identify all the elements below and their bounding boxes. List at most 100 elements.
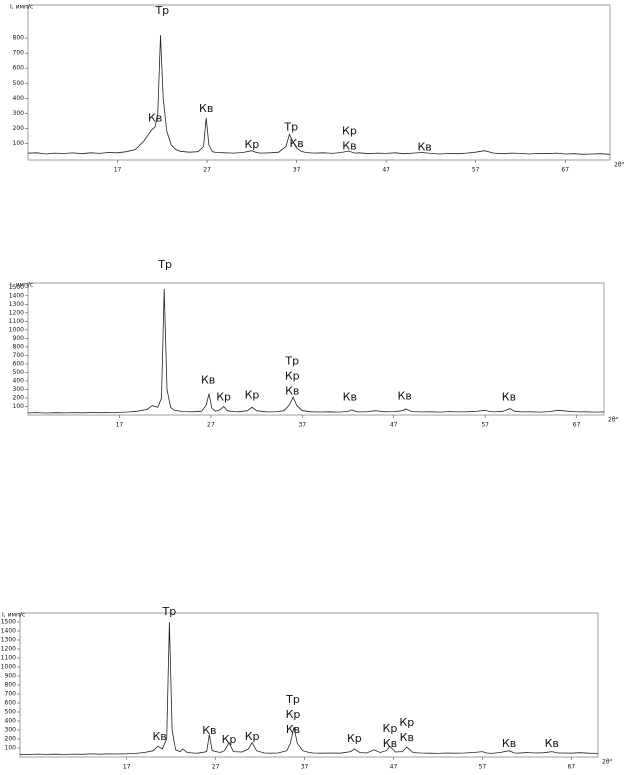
y-tick-label: 1400 [9, 292, 24, 299]
y-tick-label: 100 [13, 403, 25, 410]
peak-label: Кр [286, 708, 301, 721]
plot-frame [27, 282, 605, 416]
y-tick-label: 700 [13, 352, 25, 359]
y-tick-label: 1000 [1, 664, 16, 671]
y-tick-label: 800 [5, 682, 17, 689]
y-tick-label: 200 [13, 125, 25, 132]
y-tick-label: 100 [5, 745, 17, 752]
peak-label: Кв [152, 730, 166, 743]
peak-label: Тр [154, 4, 169, 17]
y-tick-label: 200 [5, 736, 17, 743]
peak-label: Кв [289, 137, 303, 150]
y-tick-label: 300 [5, 727, 17, 734]
y-tick-label: 1000 [9, 326, 24, 333]
peak-label: Тр [285, 693, 300, 706]
x-tick-label: 57 [479, 764, 487, 771]
x-axis-label: 2θ° [608, 417, 619, 424]
y-tick-label: 400 [5, 718, 17, 725]
x-tick-label: 67 [573, 422, 581, 429]
y-tick-label: 500 [5, 709, 17, 716]
peak-label: Кв [502, 737, 516, 750]
x-tick-label: 27 [207, 422, 215, 429]
plot-frame [27, 4, 611, 161]
x-tick-label: 17 [123, 764, 131, 771]
diffraction-line [27, 35, 611, 155]
y-tick-label: 1200 [9, 309, 24, 316]
y-tick-label: 400 [13, 95, 25, 102]
peak-label: Кр [347, 732, 362, 745]
x-axis-label: 2θ° [614, 162, 625, 169]
peak-label: Кв [398, 389, 412, 402]
x-tick-label: 37 [298, 422, 306, 429]
y-tick-label: 800 [13, 35, 25, 42]
y-tick-label: 700 [5, 691, 17, 698]
peak-label: Кв [202, 724, 216, 737]
x-tick-label: 27 [212, 764, 220, 771]
x-tick-label: 67 [568, 764, 576, 771]
x-tick-label: 57 [481, 422, 489, 429]
y-tick-label: 600 [13, 360, 25, 367]
x-tick-label: 67 [561, 167, 569, 174]
peak-label: Кв [199, 102, 213, 115]
chart: I, имп/с 2θ° 100 200 300 400 500 600 700 800 17 27 3… [10, 4, 625, 174]
peak-label: Кв [148, 112, 162, 125]
peak-label: Кв [201, 373, 215, 386]
y-tick-label: 300 [13, 386, 25, 393]
peak-label: Тр [157, 258, 172, 271]
y-tick-label: 900 [13, 335, 25, 342]
y-tick-label: 500 [13, 369, 25, 376]
x-tick-label: 17 [116, 422, 124, 429]
peak-label: Кв [418, 141, 432, 154]
y-tick-label: 1500 [9, 284, 24, 291]
y-tick-label: 800 [13, 343, 25, 350]
x-axis-label: 2θ° [602, 759, 613, 766]
y-tick-label: 1100 [9, 318, 24, 325]
chart: I, имп/с 2θ° 100 200 300 400 500 600 700 800 900 10… [1, 605, 613, 770]
peak-label: Кр [216, 390, 231, 403]
x-tick-label: 47 [390, 422, 398, 429]
peak-label: Кр [399, 716, 414, 729]
peak-label: Кр [383, 722, 398, 735]
peak-label: Кр [222, 733, 237, 746]
peak-label: Кр [244, 138, 259, 151]
peak-label: Кв [342, 139, 356, 152]
peak-label: Тр [284, 354, 299, 367]
x-tick-label: 47 [382, 167, 390, 174]
peak-label: Кр [245, 730, 260, 743]
y-tick-label: 400 [13, 377, 25, 384]
y-tick-label: 1300 [9, 301, 24, 308]
peak-label: Кв [285, 384, 299, 397]
plot-frame [19, 612, 599, 758]
y-tick-label: 1400 [1, 628, 16, 635]
y-tick-label: 600 [13, 65, 25, 72]
x-tick-label: 27 [203, 167, 211, 174]
y-axis-label: I, имп/с [2, 612, 25, 619]
peak-label: Кв [400, 731, 414, 744]
y-tick-label: 300 [13, 110, 25, 117]
x-tick-label: 47 [390, 764, 398, 771]
peak-label: Кв [545, 737, 559, 750]
peak-label: Кв [343, 390, 357, 403]
peak-label: Кр [342, 124, 357, 137]
peak-label: Тр [162, 605, 177, 618]
peak-label: Кв [502, 390, 516, 403]
y-axis-label: I, имп/с [10, 282, 33, 289]
y-tick-label: 1100 [1, 655, 16, 662]
y-tick-label: 500 [13, 80, 25, 87]
peak-label: Кв [383, 737, 397, 750]
x-tick-label: 17 [114, 167, 122, 174]
x-tick-label: 37 [301, 764, 309, 771]
y-tick-label: 900 [5, 673, 17, 680]
peak-label: Кр [245, 388, 260, 401]
diffraction-line [19, 621, 599, 755]
y-tick-label: 700 [13, 50, 25, 57]
y-axis-label: I, имп/с [10, 4, 33, 11]
y-tick-label: 600 [5, 700, 17, 707]
y-tick-label: 1500 [1, 619, 16, 626]
peak-label: Кв [286, 723, 300, 736]
y-tick-label: 1300 [1, 637, 16, 644]
y-tick-label: 100 [13, 140, 25, 147]
y-tick-label: 200 [13, 394, 25, 401]
